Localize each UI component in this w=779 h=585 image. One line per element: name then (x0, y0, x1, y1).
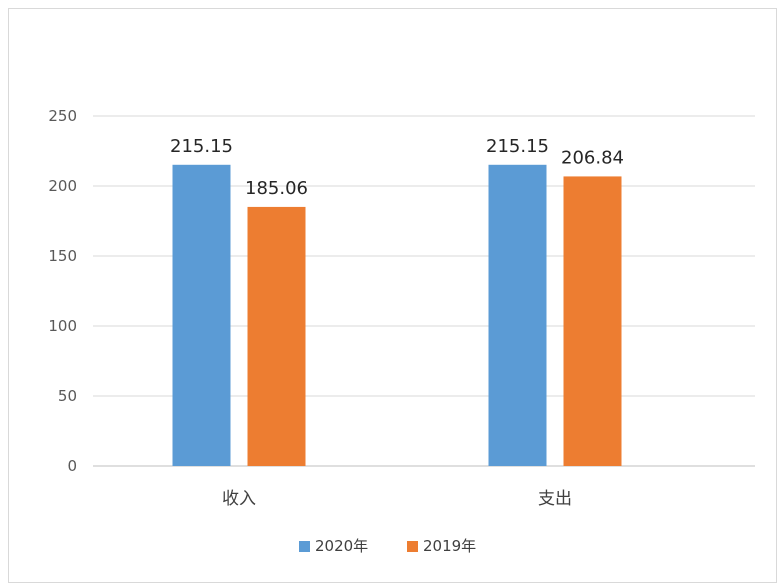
y-tick-label: 200 (48, 177, 77, 195)
bar (488, 164, 547, 467)
legend-swatch (299, 541, 310, 552)
bar (563, 176, 622, 466)
data-label: 185.06 (245, 178, 308, 199)
data-label: 206.84 (561, 147, 624, 168)
bar-chart: 0 50 100 150 200 250 215.15 185.06 收入 215.15 206.8… (48, 107, 755, 555)
legend-label: 2020年 (315, 537, 368, 555)
y-tick-label: 250 (48, 107, 77, 125)
y-tick-label: 150 (48, 247, 77, 265)
category-label: 支出 (538, 489, 572, 509)
legend-label: 2019年 (423, 537, 476, 555)
y-tick-label: 100 (48, 317, 77, 335)
data-label: 215.15 (170, 136, 233, 157)
y-tick-label: 0 (67, 457, 77, 475)
y-tick-label: 50 (58, 387, 77, 405)
data-label: 215.15 (486, 136, 549, 157)
chart-frame: 0 50 100 150 200 250 215.15 185.06 收入 215.15 206.8… (8, 8, 777, 583)
category-label: 收入 (222, 489, 256, 509)
legend-swatch (407, 541, 418, 552)
bar (172, 164, 231, 467)
bar (247, 206, 306, 466)
